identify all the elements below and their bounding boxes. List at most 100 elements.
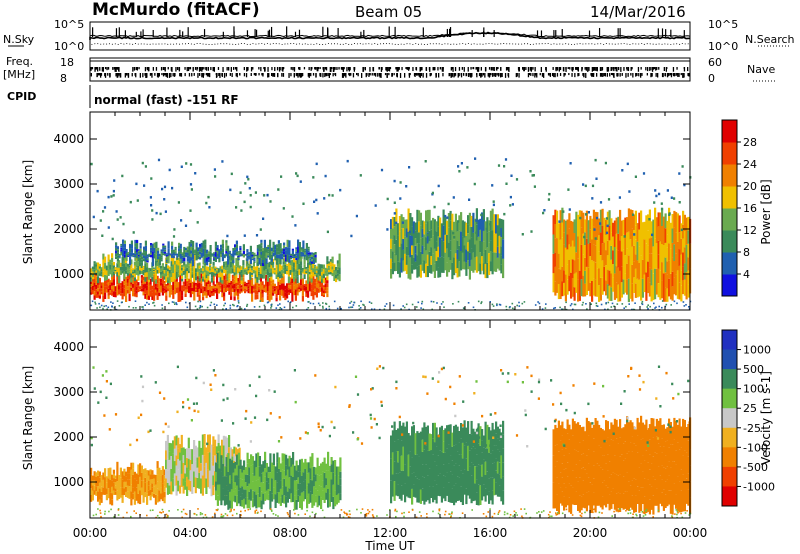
heatmap-cell [193,254,196,262]
heatmap-cell [426,233,429,237]
heatmap-cell [190,240,193,244]
freq-mark [171,67,173,72]
heatmap-cell [648,267,651,283]
heatmap-cell [289,277,292,282]
heatmap-cell [136,249,139,253]
heatmap-cell [160,255,163,258]
heatmap-cell [310,292,313,297]
heatmap-cell [100,288,103,292]
heatmap-cell [256,255,259,259]
heatmap-cell [200,470,203,479]
heatmap-cell [253,306,256,308]
heatmap-cell [321,264,324,269]
heatmap-cell [598,285,601,302]
heatmap-cell [258,287,261,289]
heatmap-cell [175,465,178,476]
heatmap-cell [142,265,145,268]
heatmap-cell [486,247,489,263]
heatmap-cell [460,438,463,455]
freq-mark [451,67,453,70]
heatmap-cell [629,463,632,486]
heatmap-cell [392,304,395,307]
heatmap-cell [616,303,619,305]
heatmap-cell [212,261,215,266]
freq-mark [155,67,158,71]
heatmap-cell [293,267,296,272]
heatmap-cell [97,276,100,284]
heatmap-cell [221,265,224,270]
heatmap-cell [126,272,129,276]
heatmap-cell [147,295,150,300]
heatmap-cell [157,158,161,162]
heatmap-cell [186,306,189,309]
freq-mark [536,73,538,78]
heatmap-cell [650,418,653,441]
heatmap-cell [147,286,150,291]
heatmap-cell [309,302,312,305]
heatmap-cell [601,442,604,456]
heatmap-cell [666,220,669,235]
heatmap-cell [302,202,305,205]
heatmap-cell [626,416,629,435]
heatmap-cell [460,486,463,503]
heatmap-cell [109,259,112,265]
heatmap-cell [636,469,639,487]
heatmap-cell [611,302,614,305]
freq-mark [196,67,198,71]
heatmap-cell [109,280,112,283]
heatmap-cell [270,268,273,273]
heatmap-cell [233,446,236,454]
heatmap-cell [205,281,208,287]
heatmap-cell [502,239,505,259]
freq-mark [590,73,592,76]
heatmap-cell [279,259,282,265]
heatmap-cell [465,488,468,505]
heatmap-cell [267,251,270,254]
heatmap-cell [591,484,594,513]
heatmap-cell [210,290,213,294]
heatmap-cell [240,285,243,288]
freq-mark [162,67,164,71]
heatmap-cell [584,431,587,451]
heatmap-cell [111,253,114,258]
heatmap-cell [473,182,476,186]
heatmap-cell [563,455,566,470]
heatmap-cell [140,259,143,263]
freq-mark [454,73,456,77]
heatmap-cell [545,303,547,305]
freq-mark [656,67,658,70]
heatmap-cell [300,249,303,252]
heatmap-cell [430,220,433,230]
heatmap-cell [620,454,623,482]
freq-mark [168,73,171,78]
freq-mark [497,67,499,70]
heatmap-cell [283,470,286,479]
heatmap-cell [465,262,468,276]
heatmap-cell [277,240,280,244]
heatmap-cell [120,253,123,256]
freq-mark [206,73,209,77]
heatmap-cell [174,264,177,269]
heatmap-cell [492,200,495,203]
freq-mark [469,73,471,78]
heatmap-cell [314,266,317,269]
heatmap-cell [153,280,156,288]
freq-mark [614,67,616,70]
heatmap-cell [380,168,384,172]
heatmap-cell [622,264,625,280]
heatmap-cell [488,452,491,466]
heatmap-cell [425,250,428,264]
freq-mark [592,73,594,77]
heatmap-cell [230,257,233,260]
heatmap-cell [263,290,266,293]
heatmap-cell [229,483,232,492]
heatmap-cell [179,291,182,302]
heatmap-cell [418,432,421,457]
heatmap-cell [198,262,201,266]
heatmap-cell [402,228,405,239]
heatmap-cell [291,250,294,253]
heatmap-cell [166,434,169,447]
heatmap-cell [626,162,629,166]
freq-mark [136,67,138,71]
heatmap-cell [661,262,664,281]
